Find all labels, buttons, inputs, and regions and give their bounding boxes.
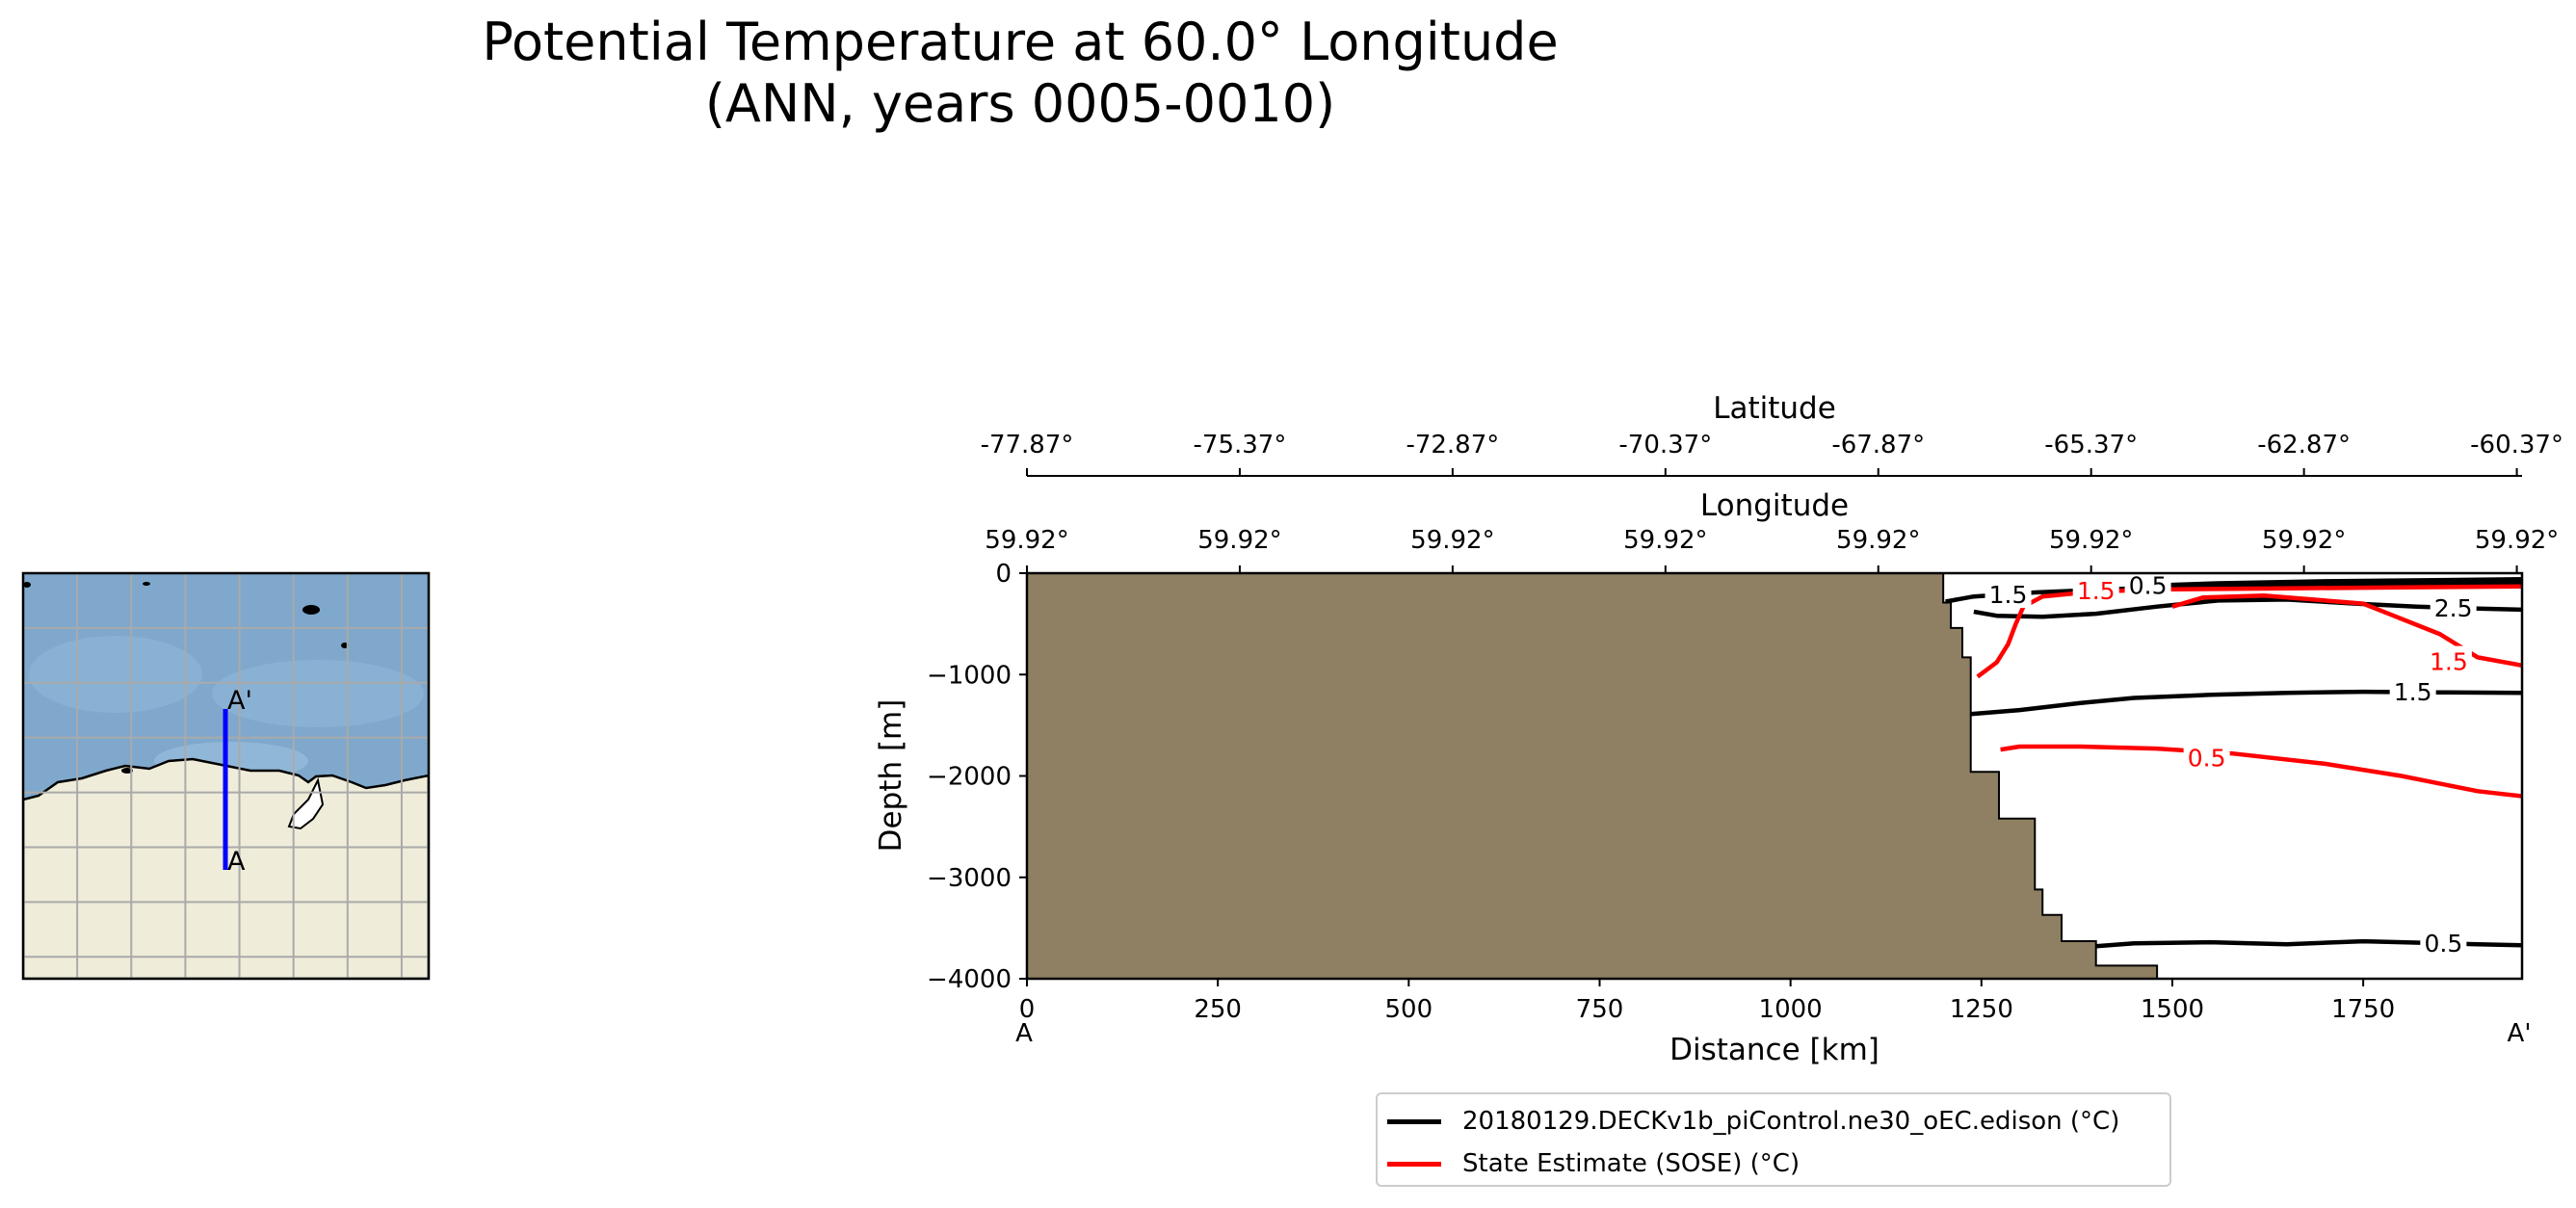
latitude-tick-label: -70.37° xyxy=(1618,431,1712,460)
contour-label-bg xyxy=(2124,573,2171,599)
latitude-tick-label: -62.87° xyxy=(2257,431,2351,460)
contour-label-obs-2: 0.5 xyxy=(2188,745,2226,773)
transect-plot: 1.5 0.52.51.50.51.51.50.5 0 250 500 750 1000 1… xyxy=(874,391,2563,1067)
longitude-tick-label: 59.92° xyxy=(985,526,1068,555)
contour-line-obs-0 xyxy=(1976,584,2522,679)
y-tick-label: −4000 xyxy=(927,965,1012,994)
longitude-axis-label: Longitude xyxy=(1700,488,1849,523)
latitude-tick-label: -77.87° xyxy=(981,431,1074,460)
y-tick-label: 0 xyxy=(995,560,1012,589)
legend-item-model: 20180129.DECKv1b_piControl.ne30_oEC.edis… xyxy=(1387,1102,2119,1141)
contour-label-obs-0: 1.5 xyxy=(2077,577,2116,605)
legend-item-obs: State Estimate (SOSE) (°C) xyxy=(1387,1144,1800,1183)
legend-label-obs: State Estimate (SOSE) (°C) xyxy=(1462,1149,1801,1178)
x-tick-label: 1000 xyxy=(1759,995,1823,1024)
contour-label-bg xyxy=(1985,579,2032,609)
longitude-tick-label: 59.92° xyxy=(1410,526,1494,555)
inset-frame xyxy=(21,571,431,981)
y-axis-label: Depth [m] xyxy=(874,699,908,853)
inset-island xyxy=(302,605,320,615)
contour-line-obs-1 xyxy=(2171,592,2522,669)
contour-label-bg xyxy=(2183,742,2230,772)
title-line-2: (ANN, years 0005-0010) xyxy=(704,73,1336,134)
contour-label-obs-1: 1.5 xyxy=(2430,648,2468,676)
legend-swatch-black xyxy=(1387,1118,1441,1124)
legend-swatch-red xyxy=(1387,1161,1441,1167)
x-tick-label: 250 xyxy=(1194,995,1242,1024)
contour-label-bg xyxy=(2425,645,2472,675)
x-tick-label: 1500 xyxy=(2141,995,2204,1024)
y-tick-label: −1000 xyxy=(927,661,1012,690)
x-axis-label: Distance [km] xyxy=(1669,1033,1879,1067)
latitude-axis-label: Latitude xyxy=(1713,391,1836,426)
latitude-tick-label: -67.87° xyxy=(1831,431,1925,460)
x-tick-label: 1250 xyxy=(1950,995,2013,1024)
transect-start-label: A xyxy=(227,847,246,877)
contour-line-model-1 xyxy=(2157,577,2522,588)
contour-label-model-2: 2.5 xyxy=(2434,594,2473,622)
contour-label-model-1: 0.5 xyxy=(2129,572,2168,600)
latitude-tick-label: -65.37° xyxy=(2044,431,2138,460)
contour-label-bg xyxy=(2420,928,2467,958)
x-tick-label: 750 xyxy=(1576,995,1624,1024)
title-line-1: Potential Temperature at 60.0° Longitude xyxy=(482,12,1559,72)
x-tick-label: 0 xyxy=(1019,995,1036,1024)
contour-label-bg xyxy=(2389,676,2436,706)
contour-label-bg xyxy=(2430,591,2477,621)
x-tick-label: 1750 xyxy=(2331,995,2395,1024)
y-tick-label: −2000 xyxy=(927,763,1012,792)
x-start-label: A xyxy=(1015,1019,1033,1048)
x-end-label: A' xyxy=(2508,1019,2532,1048)
figure-title: Potential Temperature at 60.0° Longitude… xyxy=(0,12,2040,135)
longitude-tick-label: 59.92° xyxy=(1623,526,1707,555)
contour-line-obs-2 xyxy=(2000,744,2522,799)
inset-map: A' A xyxy=(21,571,431,981)
longitude-tick-label: 59.92° xyxy=(2475,526,2559,555)
y-tick-label: −3000 xyxy=(927,864,1012,893)
legend: 20180129.DECKv1b_piControl.ne30_oEC.edis… xyxy=(1376,1092,2171,1187)
x-tick-label: 500 xyxy=(1385,995,1433,1024)
latitude-tick-label: -75.37° xyxy=(1194,431,1287,460)
contour-label-model-0: 1.5 xyxy=(1989,581,2028,609)
contour-label-model-3: 1.5 xyxy=(2394,678,2432,706)
contour-label-bg xyxy=(2072,574,2119,604)
longitude-tick-label: 59.92° xyxy=(2262,526,2346,555)
legend-label-model: 20180129.DECKv1b_piControl.ne30_oEC.edis… xyxy=(1462,1107,2120,1136)
contour-label-model-4: 0.5 xyxy=(2424,930,2462,958)
latitude-tick-label: -60.37° xyxy=(2470,431,2563,460)
longitude-tick-label: 59.92° xyxy=(1836,526,1920,555)
longitude-tick-label: 59.92° xyxy=(1197,526,1281,555)
transect-end-label: A' xyxy=(227,686,252,716)
longitude-tick-label: 59.92° xyxy=(2049,526,2133,555)
latitude-tick-label: -72.87° xyxy=(1406,431,1499,460)
